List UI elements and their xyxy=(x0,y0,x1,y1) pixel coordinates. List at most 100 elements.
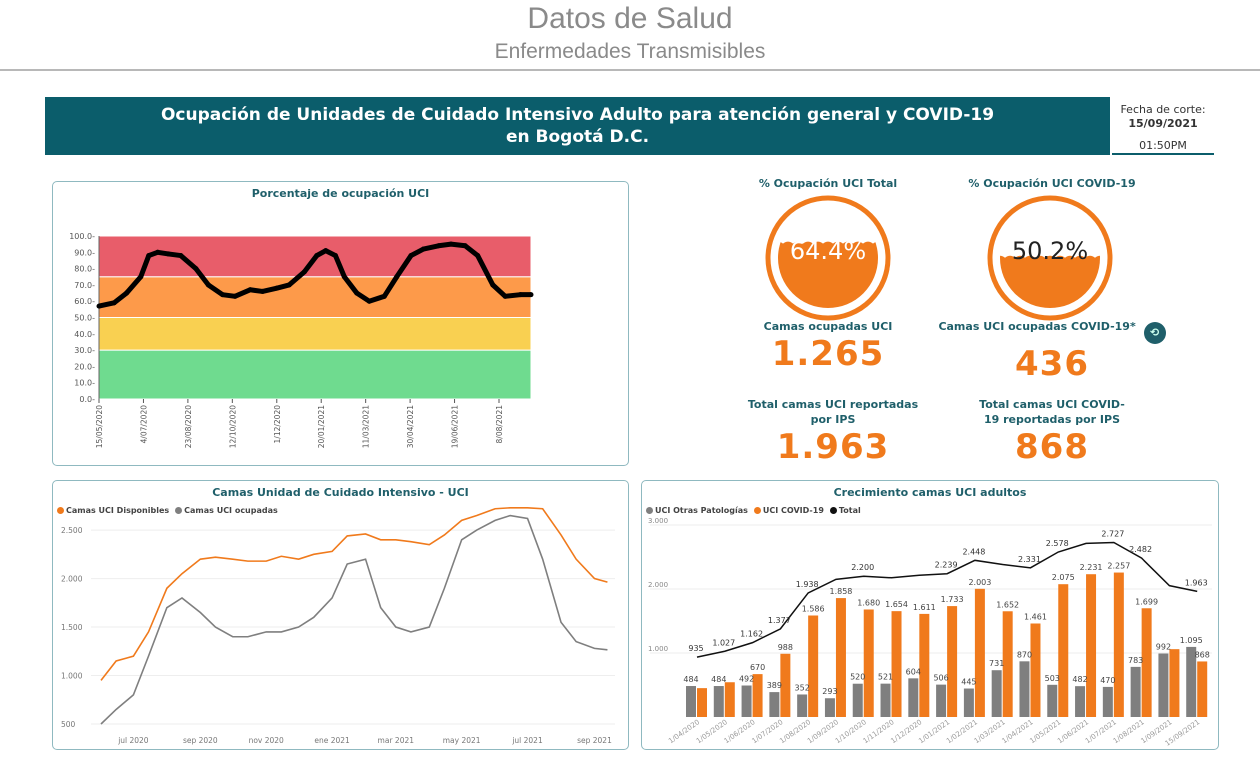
gauge-value: 50.2% xyxy=(1012,237,1088,265)
legend-label: UCI COVID-19 xyxy=(762,506,824,515)
kpi-pct-total: % Ocupación UCI Total xyxy=(728,176,928,191)
bar-otras-patologias xyxy=(769,692,780,717)
gauge-fill xyxy=(1000,255,1100,308)
bar-otras-patologias xyxy=(741,685,752,717)
legend-item-occupied[interactable]: Camas UCI ocupadas xyxy=(175,506,278,515)
kpi-label: % Ocupación UCI Total xyxy=(758,177,898,190)
x-tick-label: may 2021 xyxy=(443,736,481,745)
y-tick-label: 1.000 xyxy=(648,645,668,653)
icu-beds-chart: 500 1.000 1.500 2.000 2.500 jul 2020 sep 2020 n… xyxy=(61,506,615,745)
occupancy-point xyxy=(462,243,468,249)
bar-otras-patologias xyxy=(1186,646,1197,717)
occupancy-point xyxy=(366,298,372,304)
bar-label: 988 xyxy=(778,643,793,652)
total-label: 2.331 xyxy=(1018,555,1041,564)
x-tick-label: ene 2021 xyxy=(314,736,350,745)
legend-label: Total xyxy=(838,506,861,515)
cutoff-date-box: Fecha de corte: 15/09/2021 01:50PM xyxy=(1112,97,1214,155)
occupancy-point xyxy=(111,300,117,306)
total-label: 2.239 xyxy=(935,561,958,570)
y-tick-label: 2.500 xyxy=(61,526,83,535)
occupancy-point xyxy=(205,282,211,288)
total-label: 2.482 xyxy=(1129,545,1152,554)
bar-uci-covid xyxy=(891,611,902,717)
page-title: Datos de Salud xyxy=(527,2,733,35)
x-tick-label: jul 2021 xyxy=(511,736,543,745)
kpi-pct-covid: % Ocupación UCI COVID-19 xyxy=(952,176,1152,191)
y-tick-label: 20.0- xyxy=(74,362,95,371)
legend-label: Camas UCI Disponibles xyxy=(66,506,170,515)
bar-otras-patologias xyxy=(713,686,724,717)
threshold-band xyxy=(98,317,532,351)
y-tick-label: 100.0- xyxy=(69,232,95,241)
kpi-label: % Ocupación UCI COVID-19 xyxy=(968,177,1136,190)
bar-uci-covid xyxy=(780,653,791,717)
bar-label: 1.095 xyxy=(1180,636,1203,645)
occupancy-point xyxy=(314,253,320,259)
chart-title: Crecimiento camas UCI adultos xyxy=(833,486,1027,499)
icu-growth-chart-panel: Crecimiento camas UCI adultos UCI Otras … xyxy=(641,480,1219,750)
y-tick-label: 90.0- xyxy=(74,248,95,257)
bar-uci-covid xyxy=(1141,608,1152,717)
occupancy-point xyxy=(448,241,454,247)
legend-item-available[interactable]: Camas UCI Disponibles xyxy=(57,506,169,515)
bar-uci-covid xyxy=(947,606,958,717)
bar-otras-patologias xyxy=(908,678,919,717)
occupancy-point xyxy=(286,282,292,288)
x-tick-label: 15/05/2020 xyxy=(95,405,104,448)
legend-item-total[interactable]: Total xyxy=(829,506,861,515)
kpi-label: Camas UCI ocupadas COVID-19* ⟲ xyxy=(938,319,1166,344)
y-tick-label: 80.0- xyxy=(74,265,95,274)
bar-label: 1.680 xyxy=(857,598,880,607)
bar-label: 484 xyxy=(711,675,726,684)
legend-item-other[interactable]: UCI Otras Patologías xyxy=(646,506,748,515)
total-label: 1.377 xyxy=(768,616,791,625)
total-label: 2.448 xyxy=(962,547,985,556)
bar-label: 1.611 xyxy=(913,603,936,612)
kpi-label: Camas ocupadas UCI xyxy=(763,320,893,333)
threshold-band xyxy=(98,349,532,400)
bar-uci-covid xyxy=(974,588,985,717)
x-tick-label: sep 2020 xyxy=(183,736,218,745)
bar-uci-covid xyxy=(724,682,735,717)
y-tick-label: 70.0- xyxy=(74,281,95,290)
bar-otras-patologias xyxy=(880,683,891,717)
x-tick-label: 12/10/2020 xyxy=(228,405,237,448)
bar-label: 1.586 xyxy=(802,604,825,613)
legend-item-covid[interactable]: UCI COVID-19 xyxy=(753,506,824,515)
total-label: 1.938 xyxy=(796,580,819,589)
info-badge-icon[interactable]: ⟲ xyxy=(1143,322,1166,344)
gauge-ring xyxy=(987,195,1113,321)
bar-label: 604 xyxy=(906,667,921,676)
bar-label: 492 xyxy=(739,675,754,684)
icu-beds-chart-panel: Camas Unidad de Cuidado Intensivo - UCI … xyxy=(52,480,629,750)
page-subtitle: Enfermedades Transmisibles xyxy=(494,40,766,63)
bar-label: 670 xyxy=(750,663,765,672)
bar-label: 2.257 xyxy=(1107,562,1130,571)
occupancy-point xyxy=(475,253,481,259)
y-tick-label: 1.000 xyxy=(61,672,83,681)
occupancy-point xyxy=(394,274,400,280)
bar-uci-covid xyxy=(1113,572,1124,717)
x-tick-label: mar 2021 xyxy=(378,736,415,745)
occupancy-point xyxy=(490,282,496,288)
x-tick-label: 4/07/2020 xyxy=(139,405,148,444)
y-tick-label: 30.0- xyxy=(74,346,95,355)
cutoff-label: Fecha de corte: xyxy=(1120,103,1206,116)
y-tick-label: 2.000 xyxy=(648,581,668,589)
occupancy-pct-chart-panel: Porcentaje de ocupación UCI 0.0- 10.0- 20.… xyxy=(52,181,629,466)
cutoff-time: 01:50PM xyxy=(1139,139,1187,152)
bar-otras-patologias xyxy=(1130,666,1141,717)
occupancy-point xyxy=(323,248,329,254)
bar-label: 2.003 xyxy=(968,578,991,587)
occupancy-point xyxy=(146,253,152,259)
x-tick-label: 20/01/2021 xyxy=(317,405,326,448)
y-tick-label: 0.0- xyxy=(79,395,95,404)
chart-legend: Camas UCI Disponibles Camas UCI ocupadas xyxy=(57,506,278,515)
occupancy-point xyxy=(420,246,426,252)
kpi-label: Total camas UCI reportadas por IPS xyxy=(747,398,919,426)
occupancy-pct-chart: 0.0- 10.0- 20.0- 30.0- 40.0- 50.0- 60.0- 70.0- 8… xyxy=(69,232,534,448)
bar-otras-patologias xyxy=(824,698,835,717)
kpi-beds-covid-total: Total camas UCI COVID-19 reportadas por … xyxy=(952,397,1152,467)
bar-uci-covid xyxy=(1030,623,1041,717)
